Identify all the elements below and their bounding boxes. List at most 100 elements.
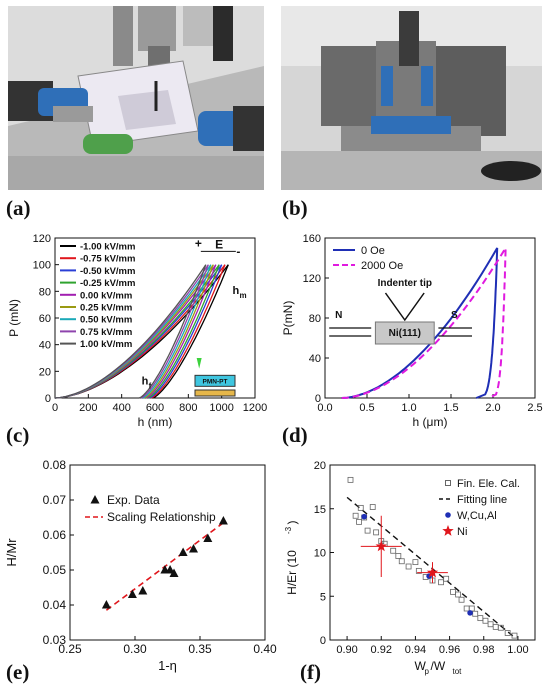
legend-entry: 0.00 kV/mm: [80, 290, 132, 301]
data-point: [178, 547, 188, 556]
panel-label-f: (f): [300, 660, 321, 684]
data-point: [101, 600, 111, 609]
legend-entry: Ni: [457, 526, 467, 538]
legend-marker: [445, 512, 451, 518]
y-tick-label: 40: [39, 340, 51, 352]
x-tick-label: 1.5: [443, 402, 458, 414]
chart-d: 0.0 0.5 1.0 1.5 2.0 2.5 0 40 80 120 160 h (μm) P(mN)…: [280, 228, 550, 443]
y-axis-label: H/Er (10: [285, 550, 299, 595]
x-axis-label-sub: tot: [453, 667, 463, 676]
y-tick-label: 0: [315, 393, 321, 405]
inset-substrate: [194, 389, 236, 397]
chart-d-svg: 0.0 0.5 1.0 1.5 2.0 2.5 0 40 80 120 160 h (μm) P(mN)…: [281, 233, 543, 429]
y-axis-label: H/Mr: [4, 538, 19, 567]
data-point-fea: [347, 476, 354, 483]
fit-line: [346, 496, 515, 638]
data-point-fea: [352, 512, 359, 519]
x-tick-label: 0.40: [253, 642, 277, 656]
x-axis-label: h (nm): [138, 415, 173, 429]
y-axis-label-end: ): [285, 521, 299, 525]
legend-entry: 0 Oe: [361, 245, 385, 257]
data-point-fea: [357, 504, 364, 511]
data-point-fea: [511, 632, 518, 639]
x-axis-label: W: [415, 659, 427, 673]
y-tick-label: 0.06: [43, 528, 67, 542]
series-line-unloading: [152, 264, 229, 399]
plot-frame: [69, 464, 266, 641]
y-tick-label: 15: [314, 504, 326, 516]
x-tick-label: 0.98: [473, 644, 494, 656]
x-tick-label: 1000: [209, 402, 233, 414]
annotation-hf-sub: f: [149, 382, 152, 391]
data-point-fea: [450, 588, 456, 595]
x-tick-label: 200: [79, 402, 97, 414]
chart-e: 0.25 0.30 0.35 0.40 0.03 0.04 0.05 0.06 0.07 0.08…: [0, 455, 280, 673]
legend-entry: Fitting line: [457, 494, 507, 506]
x-tick-label: 1.00: [507, 644, 528, 656]
data-point-fea: [373, 529, 380, 536]
legend-marker: [442, 525, 454, 536]
data-point-metal: [467, 610, 473, 616]
series-line-unloading: [148, 264, 223, 399]
legend-entry: 0.25 kV/mm: [80, 303, 132, 314]
y-tick-label: 120: [33, 233, 51, 245]
annotation-hm: h: [233, 285, 240, 297]
x-tick-label: 0.96: [439, 644, 460, 656]
series-line-unloading: [143, 264, 214, 399]
data-point-fea: [472, 610, 479, 617]
annotation-sample: Ni(111): [389, 328, 421, 339]
data-point: [127, 589, 137, 598]
y-tick-label: 0.08: [43, 458, 67, 472]
data-point-fea: [477, 615, 484, 622]
panel-label-c: (c): [6, 423, 30, 447]
panel-label-b: (b): [282, 196, 308, 220]
data-point-fea: [487, 621, 494, 628]
y-tick-label: 0: [320, 635, 326, 647]
y-tick-label: 160: [303, 233, 321, 245]
x-tick-label: 0.94: [405, 644, 426, 656]
x-tick-label: 0.25: [58, 642, 82, 656]
data-point-fea: [356, 518, 362, 525]
y-tick-label: 5: [320, 591, 326, 603]
series-line: [341, 247, 499, 399]
data-point: [169, 568, 179, 577]
annotation-hm-sub: m: [240, 291, 247, 300]
photo-instrument: [281, 6, 542, 190]
data-point-fea: [395, 553, 402, 559]
y-tick-label: 100: [33, 260, 51, 272]
chart-f-svg: 0.90 0.92 0.94 0.96 0.98 1.00 0 5 10 15 20 Wp/W tot H…: [284, 460, 536, 676]
data-point: [138, 586, 148, 595]
annotation-n: N: [335, 310, 342, 321]
inset-label: PMN-PT: [203, 378, 228, 385]
legend-marker: [445, 480, 451, 486]
indenter-tip-shape: [384, 292, 425, 322]
data-point-fea: [405, 563, 412, 570]
series-line-unloading: [147, 264, 220, 399]
legend-entry: 0.50 kV/mm: [80, 315, 132, 326]
inset-sample: [194, 374, 236, 387]
y-axis-label: P (mN): [7, 299, 21, 337]
x-axis-label-mid: /W: [431, 659, 446, 673]
legend-entry: Scaling Relationship: [107, 510, 216, 524]
panel-label-a: (a): [6, 196, 31, 220]
data-point: [165, 565, 175, 574]
y-tick-label: 20: [314, 460, 326, 472]
legend-entry: W,Cu,Al: [457, 510, 497, 522]
x-tick-label: 0.92: [371, 644, 392, 656]
legend-entry: -1.00 kV/mm: [80, 242, 135, 253]
data-point-fea: [443, 575, 450, 582]
x-tick-label: 0: [52, 402, 58, 414]
data-point-fea: [497, 624, 504, 631]
y-tick-label: 10: [314, 548, 326, 560]
series-line-unloading: [145, 264, 217, 399]
series-line: [341, 244, 507, 399]
chart-e-svg: 0.25 0.30 0.35 0.40 0.03 0.04 0.05 0.06 0.07 0.08…: [4, 458, 277, 673]
x-tick-label: 2.5: [527, 402, 542, 414]
x-tick-label: 0.90: [336, 644, 357, 656]
series-line-unloading: [140, 264, 209, 399]
series-line-loading: [54, 264, 207, 399]
panel-label-d: (d): [282, 423, 308, 447]
data-point-ni: [426, 566, 439, 578]
legend-entry: 1.00 kV/mm: [80, 339, 132, 350]
